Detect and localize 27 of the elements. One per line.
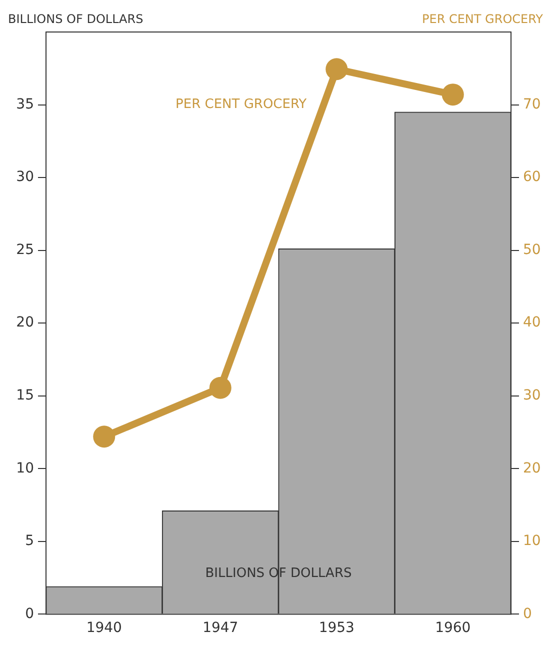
y-tick-label: 25 <box>16 242 34 258</box>
y-tick-label: 30 <box>16 169 34 186</box>
y2-tick-label: 50 <box>523 242 541 258</box>
y2-tick-label: 30 <box>523 388 541 404</box>
y2-tick-label: 0 <box>523 606 532 622</box>
y-tick-label: 35 <box>16 96 34 112</box>
x-tick-label: 1940 <box>86 620 122 636</box>
y-axis-title: BILLIONS OF DOLLARS <box>8 12 144 26</box>
y2-tick-label: 40 <box>523 314 541 331</box>
y2-tick-label: 60 <box>523 169 541 186</box>
y-tick-label: 10 <box>16 460 34 476</box>
x-tick-label: 1953 <box>318 620 354 636</box>
point <box>326 58 348 80</box>
y2-tick-label: 20 <box>523 460 541 476</box>
y-tick-label: 15 <box>16 388 34 404</box>
y-tick-label: 5 <box>25 533 34 550</box>
y2-axis-title: PER CENT GROCERY <box>422 12 544 26</box>
x-tick-label: 1960 <box>435 620 471 636</box>
point <box>442 84 464 106</box>
point <box>93 426 116 448</box>
y-tick-label: 20 <box>16 314 34 331</box>
x-tick-label: 1947 <box>202 620 238 636</box>
annotation: PER CENT GROCERY <box>176 97 307 112</box>
y2-tick-label: 10 <box>523 533 541 550</box>
y-tick-label: 0 <box>25 606 34 622</box>
point <box>209 376 232 399</box>
y2-tick-label: 70 <box>523 96 541 112</box>
